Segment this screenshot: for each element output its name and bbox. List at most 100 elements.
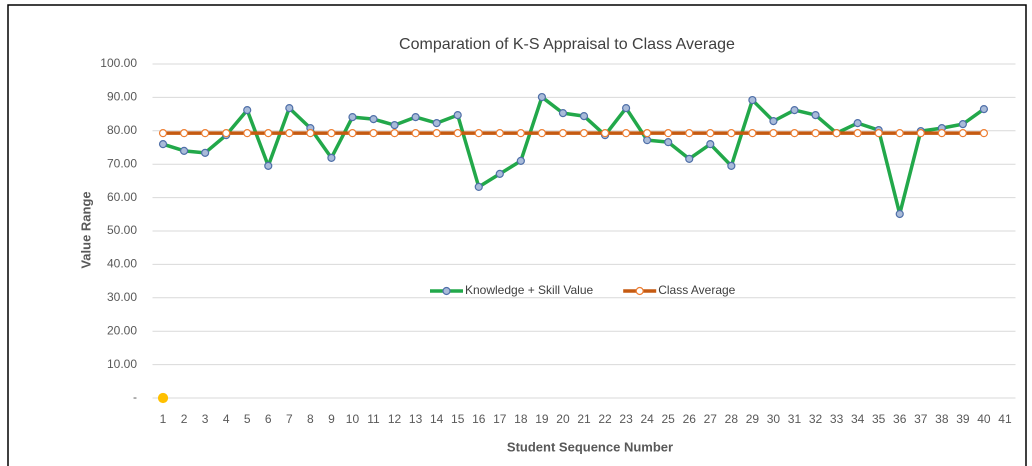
x-tick-label: 37 (914, 412, 928, 426)
point (643, 129, 652, 138)
point (664, 138, 673, 147)
y-tick-label: 30.00 (107, 290, 137, 304)
x-tick-label: 1 (160, 412, 167, 426)
y-tick-label: 90.00 (107, 90, 137, 104)
x-tick-label: 25 (662, 412, 676, 426)
point (979, 104, 989, 114)
x-tick-label: 4 (223, 412, 230, 426)
x-tick-label: 6 (265, 412, 272, 426)
point (179, 146, 189, 155)
point (369, 115, 378, 124)
point (621, 129, 631, 138)
point (895, 209, 904, 219)
legend-label: Knowledge + Skill Value (465, 283, 594, 297)
point (706, 140, 715, 149)
point (432, 119, 441, 128)
point (748, 129, 757, 138)
point (790, 105, 799, 115)
y-tick-label: 10.00 (107, 357, 137, 371)
point (348, 113, 357, 122)
point (390, 129, 399, 138)
point (201, 129, 210, 138)
x-tick-label: 2 (181, 412, 188, 426)
point (895, 129, 904, 138)
x-tick-label: 22 (598, 412, 612, 426)
x-tick-label: 33 (830, 412, 844, 426)
x-tick-label: 5 (244, 412, 251, 426)
x-tick-label: 40 (977, 412, 991, 426)
point (600, 129, 610, 138)
point (474, 182, 483, 192)
y-tick-label: 20.00 (107, 323, 137, 337)
point (579, 112, 589, 121)
point (790, 129, 799, 138)
point (453, 129, 462, 138)
x-tick-label: 13 (409, 412, 423, 426)
x-tick-label: 12 (388, 412, 402, 426)
x-tick-label: 24 (640, 412, 654, 426)
chart-frame (7, 4, 1027, 466)
point (264, 129, 273, 138)
y-tick-label: 80.00 (107, 123, 137, 137)
x-tick-label: 18 (514, 412, 528, 426)
x-tick-label: 32 (809, 412, 823, 426)
y-tick-label: 70.00 (107, 156, 137, 170)
point (243, 105, 252, 115)
x-tick-label: 31 (788, 412, 802, 426)
point (201, 148, 210, 157)
x-tick-label: 19 (535, 412, 549, 426)
x-tick-label: 26 (683, 412, 697, 426)
point (243, 129, 252, 138)
point (706, 129, 715, 138)
x-tick-label: 34 (851, 412, 865, 426)
point (411, 113, 420, 122)
x-tick-label: 20 (556, 412, 570, 426)
x-tick-label: 28 (725, 412, 739, 426)
point (537, 92, 547, 102)
point (685, 154, 694, 163)
point (685, 129, 694, 138)
point (348, 129, 357, 138)
x-tick-label: 36 (893, 412, 907, 426)
y-tick-label: 60.00 (107, 190, 137, 204)
point (853, 129, 862, 138)
chart-title: Comparation of K-S Appraisal to Class Av… (399, 36, 735, 53)
point (727, 129, 736, 138)
point (664, 129, 673, 138)
series-line (162, 95, 985, 216)
point (390, 121, 399, 130)
point (157, 392, 169, 404)
point (411, 129, 420, 138)
point (558, 108, 568, 118)
x-tick-label: 35 (872, 412, 886, 426)
x-tick-label: 29 (746, 412, 760, 426)
y-axis-label: Value Range (78, 191, 93, 268)
x-tick-label: 38 (935, 412, 949, 426)
x-tick-label: 14 (430, 412, 444, 426)
point (579, 129, 589, 138)
point (937, 129, 946, 138)
point (453, 111, 462, 120)
point (158, 129, 168, 138)
x-tick-label: 10 (346, 412, 360, 426)
point (832, 129, 841, 138)
point (811, 111, 820, 120)
point (727, 161, 736, 170)
point (327, 153, 336, 162)
x-tick-label: 16 (472, 412, 486, 426)
point (874, 129, 883, 138)
x-tick-label: 23 (619, 412, 633, 426)
point (158, 140, 168, 149)
y-tick-label: - (133, 390, 137, 404)
y-tick-label: 50.00 (107, 223, 137, 237)
x-tick-label: 15 (451, 412, 465, 426)
point (958, 129, 967, 138)
legend-marker (635, 286, 644, 296)
point (643, 136, 652, 145)
legend-label: Class Average (658, 283, 735, 297)
point (769, 117, 778, 126)
point (769, 129, 778, 138)
point (853, 119, 862, 128)
point (264, 161, 273, 170)
x-axis-label: Student Sequence Number (507, 439, 673, 454)
